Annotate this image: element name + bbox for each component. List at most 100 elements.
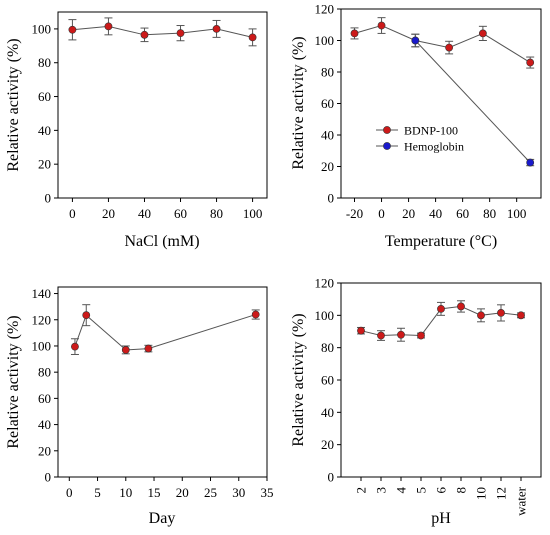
y-tick-label: 60 bbox=[321, 96, 334, 111]
x-tick-label: 5 bbox=[414, 487, 429, 494]
y-tick-label: 40 bbox=[38, 123, 51, 138]
y-axis-label: Relative activity (%) bbox=[5, 38, 22, 171]
x-tick-label: 12 bbox=[494, 487, 509, 500]
data-point bbox=[144, 344, 153, 353]
data-point bbox=[526, 158, 535, 167]
y-tick-label: 60 bbox=[38, 89, 51, 104]
x-tick-label: 40 bbox=[138, 206, 151, 221]
plot-frame bbox=[57, 11, 268, 199]
legend-marker bbox=[383, 142, 391, 150]
x-tick-label: 6 bbox=[434, 487, 449, 494]
x-tick-label: 100 bbox=[507, 206, 527, 221]
y-tick-label: 0 bbox=[328, 470, 335, 485]
y-tick-label: 60 bbox=[38, 391, 51, 406]
x-tick-label: 8 bbox=[454, 487, 469, 494]
legend-label: BDNP-100 bbox=[404, 124, 458, 138]
x-tick-label: -20 bbox=[346, 206, 363, 221]
data-point bbox=[350, 29, 359, 38]
data-point bbox=[248, 33, 257, 42]
data-point bbox=[251, 310, 260, 319]
y-tick-label: 120 bbox=[32, 312, 52, 327]
y-tick-label: 20 bbox=[321, 437, 334, 452]
data-point bbox=[212, 25, 221, 33]
data-point bbox=[82, 311, 91, 320]
x-tick-label: 80 bbox=[210, 206, 223, 221]
y-tick-label: 40 bbox=[38, 417, 51, 432]
x-tick-label: 15 bbox=[148, 485, 161, 500]
y-tick-label: 60 bbox=[321, 373, 334, 388]
data-point bbox=[397, 330, 405, 339]
x-tick-label: 0 bbox=[66, 485, 73, 500]
x-tick-label: 20 bbox=[102, 206, 115, 221]
data-point bbox=[176, 29, 185, 38]
y-tick-label: 80 bbox=[321, 65, 334, 80]
x-tick-label: 10 bbox=[119, 485, 132, 500]
plot-frame bbox=[340, 8, 542, 199]
y-tick-label: 140 bbox=[32, 286, 52, 301]
legend: BDNP-100 Hemoglobin bbox=[376, 124, 464, 154]
data-point bbox=[517, 311, 525, 320]
x-axis-label: Temperature (°C) bbox=[385, 233, 497, 250]
x-tick-label: 60 bbox=[174, 206, 187, 221]
y-tick-label: 20 bbox=[38, 443, 51, 458]
y-tick-label: 120 bbox=[315, 276, 335, 291]
y-tick-label: 80 bbox=[38, 365, 51, 380]
data-point bbox=[377, 331, 385, 340]
data-point bbox=[104, 22, 113, 31]
y-tick-label: 0 bbox=[45, 470, 52, 485]
x-tick-label: 25 bbox=[204, 485, 217, 500]
y-axis-label: Relative activity (%) bbox=[290, 313, 307, 446]
data-point bbox=[526, 58, 535, 67]
y-axis-label: Relative activity (%) bbox=[5, 315, 22, 448]
data-point bbox=[437, 304, 445, 313]
chart-3: 0 20 40 60 80 100 120 140 0 5 10 15 20 25 30 35 Day Relat… bbox=[5, 286, 274, 527]
y-tick-label: 120 bbox=[315, 2, 335, 17]
legend-label: Hemoglobin bbox=[404, 140, 464, 154]
data-point bbox=[497, 309, 505, 317]
x-tick-label: 0 bbox=[69, 206, 76, 221]
y-axis-label: Relative activity (%) bbox=[290, 36, 307, 169]
data-point bbox=[357, 326, 365, 335]
data-point bbox=[478, 29, 487, 38]
y-tick-label: 20 bbox=[38, 157, 51, 172]
data-point bbox=[445, 43, 454, 52]
x-tick-label: 20 bbox=[402, 206, 415, 221]
x-tick-label: 40 bbox=[429, 206, 442, 221]
y-tick-label: 40 bbox=[321, 128, 334, 143]
x-tick-label: 0 bbox=[378, 206, 385, 221]
y-tick-label: 0 bbox=[45, 191, 52, 206]
x-tick-label: 3 bbox=[374, 487, 389, 494]
y-tick-label: 100 bbox=[32, 338, 52, 353]
chart-1: 0 20 40 60 80 100 0 20 40 60 80 100 NaCl (mM) Relativ… bbox=[5, 11, 268, 250]
x-tick-label: 100 bbox=[243, 206, 263, 221]
data-point bbox=[140, 30, 149, 39]
y-tick-label: 100 bbox=[315, 308, 335, 323]
x-tick-label: 4 bbox=[394, 487, 409, 494]
y-tick-label: 100 bbox=[315, 33, 335, 48]
data-point bbox=[377, 21, 386, 30]
y-tick-label: 0 bbox=[328, 191, 335, 206]
data-point bbox=[121, 345, 130, 354]
x-tick-label: 60 bbox=[456, 206, 469, 221]
x-tick-label: water bbox=[514, 486, 529, 516]
y-tick-label: 80 bbox=[321, 340, 334, 355]
y-tick-label: 100 bbox=[32, 21, 52, 36]
x-tick-label: 80 bbox=[483, 206, 496, 221]
data-point bbox=[68, 25, 77, 34]
y-tick-label: 40 bbox=[321, 405, 334, 420]
legend-marker bbox=[383, 126, 391, 134]
x-tick-label: 2 bbox=[354, 487, 369, 494]
data-point bbox=[457, 302, 465, 311]
y-tick-label: 20 bbox=[321, 159, 334, 174]
series-line bbox=[414, 40, 531, 163]
data-point bbox=[71, 342, 79, 351]
series-line bbox=[74, 314, 256, 351]
x-axis-label: pH bbox=[431, 510, 451, 527]
x-tick-label: 10 bbox=[474, 487, 489, 500]
x-axis-label: Day bbox=[149, 510, 176, 527]
chart-2: 0 20 40 60 80 100 120 -20 0 20 40 60 80 100 Temperatur… bbox=[290, 2, 542, 250]
data-point bbox=[411, 36, 420, 45]
series-line bbox=[72, 25, 253, 38]
x-axis-label: NaCl (mM) bbox=[124, 233, 199, 250]
